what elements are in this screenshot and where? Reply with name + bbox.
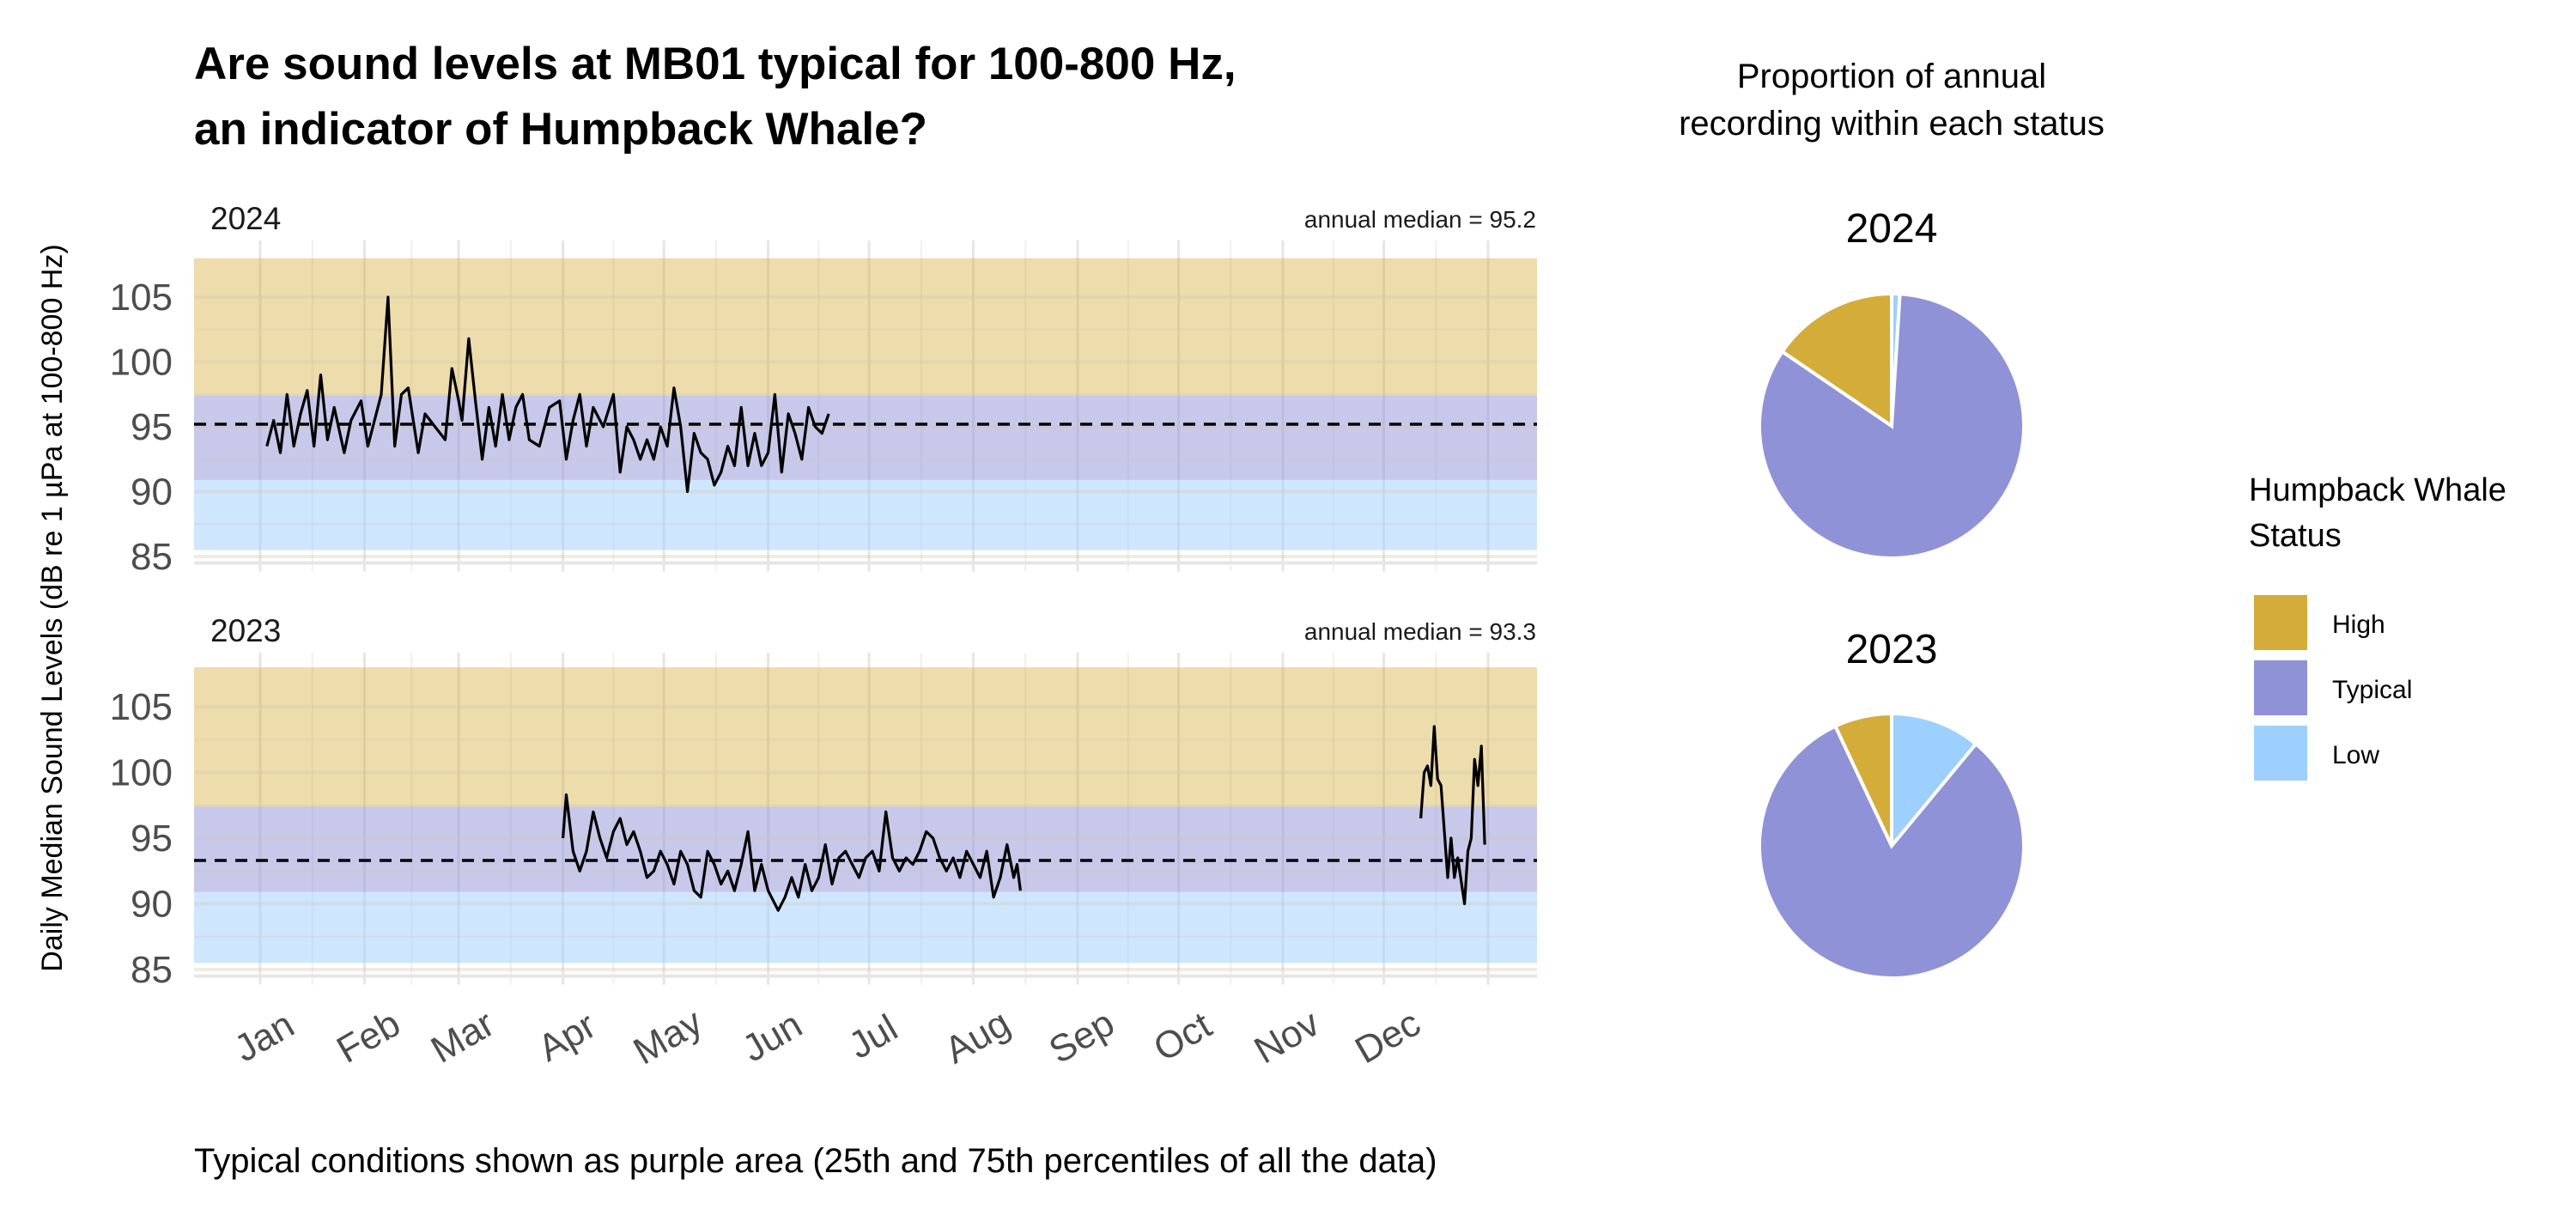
legend-title-line-2: Status bbox=[2249, 518, 2342, 554]
pie-title: 2024 bbox=[1846, 206, 1938, 252]
x-tick-label: May bbox=[627, 1000, 709, 1073]
legend-label-high: High bbox=[2332, 611, 2385, 639]
x-tick-label: Nov bbox=[1248, 1002, 1327, 1073]
annual-median-label: annual median = 93.3 bbox=[1304, 618, 1536, 645]
x-tick-label: Jan bbox=[228, 1003, 301, 1070]
band-typical bbox=[194, 395, 1537, 480]
x-tick-label: Dec bbox=[1348, 1002, 1427, 1073]
band-typical bbox=[194, 806, 1537, 892]
legend-label-typical: Typical bbox=[2332, 676, 2412, 704]
daily-sound-level-line bbox=[265, 295, 830, 494]
band-low bbox=[194, 479, 1537, 550]
x-tick-label: Jul bbox=[841, 1006, 904, 1067]
x-tick-label: Apr bbox=[531, 1004, 603, 1070]
legend-key-high bbox=[2254, 595, 2307, 650]
x-tick-label: Mar bbox=[424, 1002, 501, 1071]
panel-2023: 85 90 95 100 105 2023 annual median = 93.3 bbox=[110, 613, 1537, 991]
pie-2024: 2024 bbox=[1758, 206, 2026, 560]
pie-2023: 2023 bbox=[1758, 627, 2026, 980]
x-tick-label: Sep bbox=[1042, 1002, 1121, 1073]
x-tick-label: Oct bbox=[1146, 1004, 1218, 1070]
chart-title-line-2: an indicator of Humpback Whale? bbox=[194, 104, 927, 155]
y-tick-label: 90 bbox=[131, 471, 173, 514]
y-tick-label: 95 bbox=[131, 818, 173, 860]
x-tick-label: Feb bbox=[330, 1002, 407, 1071]
y-tick-label: 105 bbox=[110, 277, 173, 319]
y-tick-label: 95 bbox=[131, 406, 173, 448]
pie-slice-low bbox=[1890, 711, 1978, 851]
pie-header-line-2: recording within each status bbox=[1679, 105, 2105, 143]
band-low bbox=[194, 891, 1537, 964]
y-axis-title: Daily Median Sound Levels (dB re 1 µPa a… bbox=[36, 244, 69, 971]
facet-year-label: 2024 bbox=[210, 201, 281, 236]
chart-title-line-1: Are sound levels at MB01 typical for 100… bbox=[194, 39, 1236, 89]
y-tick-label: 85 bbox=[131, 949, 173, 991]
pie-slice-high bbox=[1832, 711, 1893, 847]
x-tick-label: Jun bbox=[735, 1003, 809, 1070]
band-high bbox=[194, 258, 1537, 396]
panel-2024: 85 90 95 100 105 2024 annual median = 95.2 bbox=[110, 201, 1537, 578]
band-high bbox=[194, 667, 1537, 807]
annual-median-label: annual median = 95.2 bbox=[1304, 206, 1536, 233]
pie-header-line-1: Proportion of annual bbox=[1737, 58, 2046, 95]
legend-title-line-1: Humpback Whale bbox=[2249, 472, 2506, 508]
y-tick-label: 100 bbox=[110, 752, 173, 794]
daily-sound-level-line bbox=[1419, 725, 1486, 906]
pie-title: 2023 bbox=[1846, 627, 1938, 672]
legend-key-typical bbox=[2254, 660, 2307, 715]
facet-year-label: 2023 bbox=[210, 613, 281, 648]
pie-slice-typical bbox=[1758, 723, 2026, 980]
x-tick-label: Aug bbox=[938, 1002, 1017, 1073]
daily-sound-level-line bbox=[562, 793, 1022, 912]
y-tick-label: 100 bbox=[110, 342, 173, 384]
pie-slice-high bbox=[1779, 291, 1893, 429]
legend: Humpback Whale Status High Typical Low bbox=[2249, 472, 2506, 781]
legend-key-low bbox=[2254, 726, 2307, 781]
y-tick-label: 90 bbox=[131, 884, 173, 926]
caption: Typical conditions shown as purple area … bbox=[194, 1142, 1437, 1180]
y-tick-label: 85 bbox=[131, 536, 173, 578]
legend-label-low: Low bbox=[2332, 741, 2379, 769]
y-tick-label: 105 bbox=[110, 686, 173, 728]
